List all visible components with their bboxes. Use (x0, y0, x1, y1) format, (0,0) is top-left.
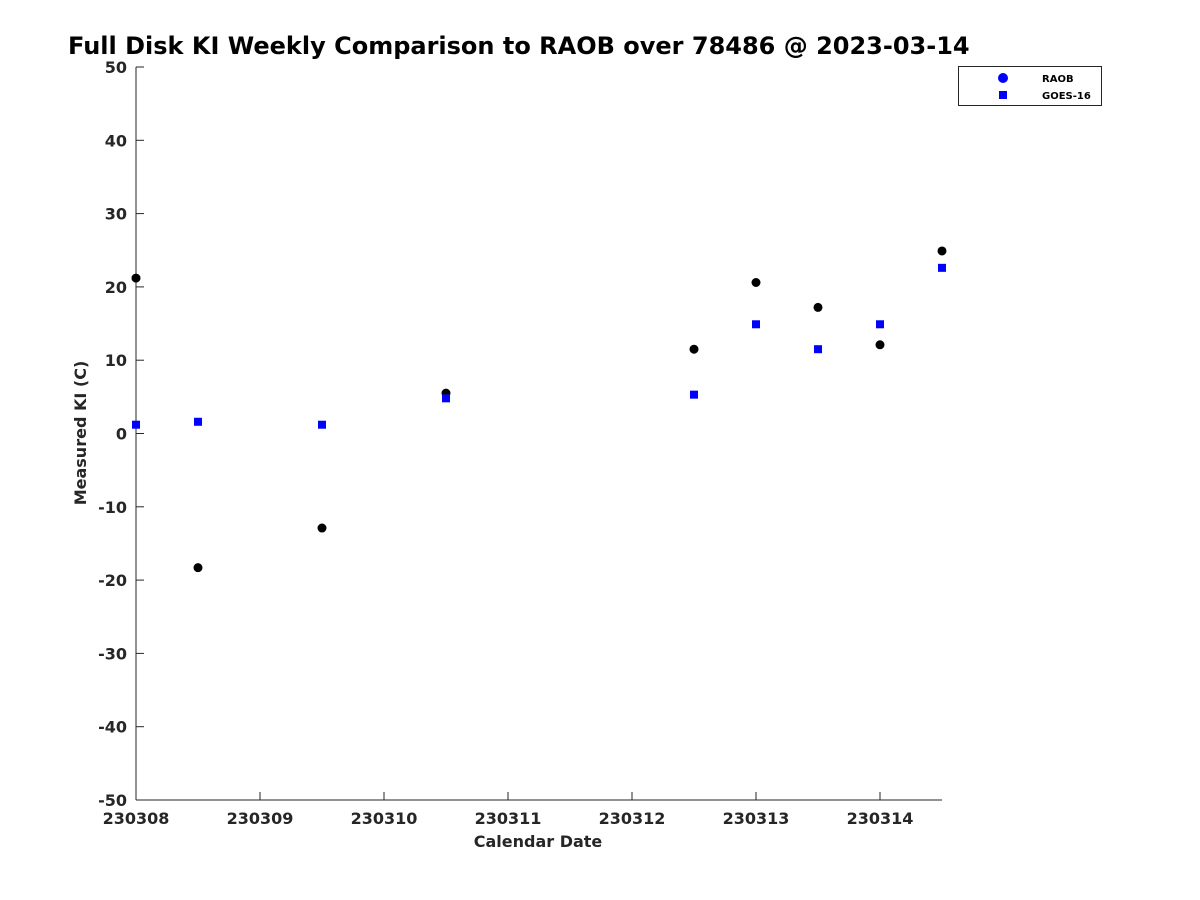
raob-point (317, 523, 327, 533)
x-tick-label: 230312 (599, 809, 666, 828)
y-tick-label: 20 (105, 278, 127, 297)
goes-16-point (814, 345, 822, 354)
legend-goes-16-label: GOES-16 (1042, 91, 1091, 102)
legend-box (958, 66, 1102, 106)
goes-16-point (938, 263, 946, 272)
legend-items: RAOB GOES-16 (998, 73, 1091, 102)
raob-point (937, 246, 947, 256)
x-axis-label: Calendar Date (474, 832, 603, 851)
y-tick-label: 40 (105, 131, 127, 150)
y-tick-label: 50 (105, 58, 127, 77)
goes-16-point (132, 420, 140, 429)
x-tick-label: 230308 (103, 809, 170, 828)
y-tick-label: 30 (105, 205, 127, 224)
x-tick-label: 230310 (351, 809, 418, 828)
y-tick-label: -20 (98, 571, 127, 590)
y-tick-label: 10 (105, 351, 127, 370)
x-tick-label: 230309 (227, 809, 294, 828)
goes-16-point (318, 420, 326, 429)
raob-point (689, 344, 699, 354)
raob-point (813, 302, 823, 312)
raob-point (751, 278, 761, 288)
legend: RAOB GOES-16 (958, 66, 1102, 106)
x-tick-label: 230311 (475, 809, 542, 828)
y-tick-label: -30 (98, 644, 127, 663)
raob-point (193, 563, 203, 573)
legend-goes-16-marker (999, 91, 1007, 99)
goes-16-point (194, 417, 202, 426)
goes-16-point (690, 390, 698, 399)
y-axis-ticks: -50 -40 -30 -20 -10 0 10 20 30 40 50 (98, 58, 144, 810)
y-tick-label: 0 (116, 425, 127, 444)
legend-raob-marker (998, 73, 1008, 83)
goes-16-point (752, 320, 760, 329)
goes-16-point (876, 320, 884, 329)
x-tick-label: 230314 (847, 809, 914, 828)
y-tick-label: -10 (98, 498, 127, 517)
raob-point (875, 340, 885, 350)
plot-points (131, 246, 947, 573)
y-tick-label: -50 (98, 791, 127, 810)
x-tick-label: 230313 (723, 809, 790, 828)
chart-title: Full Disk KI Weekly Comparison to RAOB o… (68, 32, 970, 60)
legend-raob-label: RAOB (1042, 74, 1074, 85)
y-axis-label: Measured KI (C) (71, 361, 90, 506)
goes-16-point (442, 394, 450, 403)
y-tick-label: -40 (98, 718, 127, 737)
axes (135, 67, 942, 801)
raob-point (131, 273, 141, 283)
x-axis-ticks: 230308 230309 230310 230311 230312 230313 2303… (103, 792, 914, 828)
